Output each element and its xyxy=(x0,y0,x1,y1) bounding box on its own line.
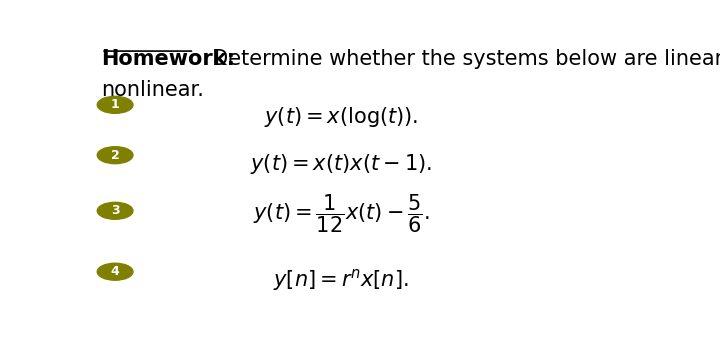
Circle shape xyxy=(97,263,133,280)
Text: nonlinear.: nonlinear. xyxy=(101,80,204,100)
Text: Determine whether the systems below are linear or: Determine whether the systems below are … xyxy=(199,49,720,69)
Circle shape xyxy=(97,96,133,113)
Text: 4: 4 xyxy=(111,265,120,278)
Text: 1: 1 xyxy=(111,98,120,111)
Circle shape xyxy=(97,147,133,164)
Text: Homework:: Homework: xyxy=(101,49,235,69)
Text: 2: 2 xyxy=(111,149,120,162)
Text: $y[n] = r^{n}x[n].$: $y[n] = r^{n}x[n].$ xyxy=(274,267,409,293)
Text: $y(t) = x(\log(t)).$: $y(t) = x(\log(t)).$ xyxy=(264,105,418,129)
Text: $y(t) = x(t)x(t-1).$: $y(t) = x(t)x(t-1).$ xyxy=(250,152,432,176)
Text: $y(t) = \dfrac{1}{12}x(t) - \dfrac{5}{6}.$: $y(t) = \dfrac{1}{12}x(t) - \dfrac{5}{6}… xyxy=(253,192,430,235)
Circle shape xyxy=(97,202,133,219)
Text: 3: 3 xyxy=(111,204,120,217)
